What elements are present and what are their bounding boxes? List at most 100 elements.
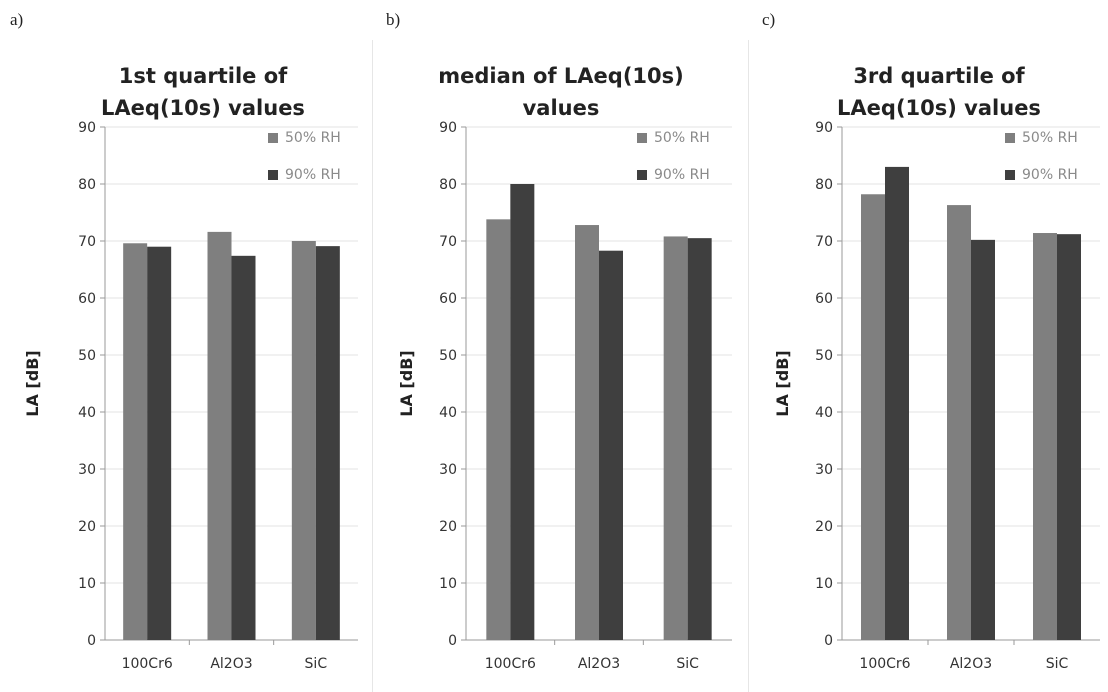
y-tick-label: 30 [78,462,96,478]
y-axis-label: LA [dB] [23,350,42,416]
y-tick-label: 10 [439,576,457,592]
bar-100cr6-series-2 [885,166,909,640]
chart-title-line-2: LAeq(10s) values [101,96,305,120]
bar-al2o3-series-1 [947,205,971,640]
legend-label: 50% RH [285,130,341,146]
x-tick-label: Al2O3 [578,656,620,672]
bar-sic-series-2 [315,246,340,640]
y-axis-label: LA [dB] [773,350,792,416]
bar-al2o3-series-1 [575,225,599,641]
legend-swatch [1005,170,1015,180]
x-tick-label: Al2O3 [950,656,992,672]
y-tick-label: 20 [815,519,833,535]
legend: 50% RH 90% RH [637,128,710,202]
bar-al2o3-series-2 [231,255,256,640]
y-tick-label: 60 [815,291,833,307]
y-tick-label: 10 [78,576,96,592]
legend-item-50rh: 50% RH [637,128,710,148]
plot-area: 0 10 20 30 40 50 60 70 80 90 LA [dB] 100Cr6 Al2O3 SiC [773,120,1100,672]
chart-title-line-2: LAeq(10s) values [837,96,1041,120]
chart-title-line-1: 3rd quartile of [853,64,1025,88]
legend-swatch [268,170,278,180]
x-tick-label: Al2O3 [210,656,252,672]
x-tick-label: SiC [676,656,699,672]
panel-label: c) [762,10,776,29]
y-tick-label: 80 [78,177,96,193]
y-tick-label: 70 [815,234,833,250]
y-axis-label: LA [dB] [397,350,416,416]
y-tick-label: 70 [78,234,96,250]
bar-al2o3-series-2 [971,239,995,641]
x-tick-label: 100Cr6 [485,656,536,672]
y-tick-label: 40 [439,405,457,421]
y-tick-label: 80 [439,177,457,193]
bar-al2o3-series-2 [599,250,623,640]
x-tick-label: SiC [305,656,328,672]
y-tick-label: 90 [439,120,457,136]
bar-sic-series-2 [1057,234,1081,640]
chart-panel-c: c) 3rd quartile of LAeq(10s) values 0 10 2… [752,0,1108,692]
panel-label: a) [10,10,24,29]
y-tick-label: 50 [439,348,457,364]
legend-item-90rh: 90% RH [268,165,341,185]
chart-panel-a: a) 1st quartile of LAeq(10s) values 0 10 2… [0,0,368,692]
plot-area: 0 10 20 30 40 50 60 70 80 90 LA [dB] 100Cr6 Al2O3 SiC [23,120,358,672]
y-tick-label: 70 [439,234,457,250]
legend-swatch [637,170,647,180]
bar-100cr6-series-2 [147,246,172,640]
panel-label: b) [386,10,401,29]
bar-sic-series-1 [291,241,316,640]
y-tick-label: 80 [815,177,833,193]
bar-sic-series-1 [663,236,688,640]
y-tick-label: 30 [439,462,457,478]
y-tick-label: 0 [87,633,96,649]
legend-swatch [1005,133,1015,143]
bar-100cr6-series-2 [510,184,535,640]
y-tick-label: 0 [824,633,833,649]
legend-swatch [268,133,278,143]
panel-divider [748,40,749,692]
x-tick-label: SiC [1046,656,1069,672]
x-tick-label: 100Cr6 [859,656,910,672]
y-tick-label: 30 [815,462,833,478]
legend-item-50rh: 50% RH [1005,128,1078,148]
y-tick-label: 60 [439,291,457,307]
chart-title: median of LAeq(10s) values [436,60,686,124]
chart-title-line-1: 1st quartile of [118,64,288,88]
chart-title: 3rd quartile of LAeq(10s) values [814,60,1064,124]
legend-item-90rh: 90% RH [1005,165,1078,185]
legend-label: 50% RH [1022,130,1078,146]
legend-item-90rh: 90% RH [637,165,710,185]
x-tick-label: 100Cr6 [122,656,173,672]
legend-item-50rh: 50% RH [268,128,341,148]
bar-sic-series-2 [687,238,712,640]
y-tick-label: 40 [815,405,833,421]
bar-100cr6-series-1 [486,219,511,640]
y-tick-label: 10 [815,576,833,592]
y-tick-label: 50 [815,348,833,364]
legend-label: 90% RH [1022,167,1078,183]
legend: 50% RH 90% RH [268,128,341,202]
chart-title-line-1: median of LAeq(10s) [438,64,684,88]
bar-100cr6-series-1 [861,194,885,640]
legend-label: 50% RH [654,130,710,146]
legend-label: 90% RH [654,167,710,183]
chart-panel-b: b) median of LAeq(10s) values 0 10 20 30 40 5… [376,0,744,692]
y-tick-label: 0 [448,633,457,649]
y-tick-label: 60 [78,291,96,307]
y-tick-label: 90 [78,120,96,136]
legend-label: 90% RH [285,167,341,183]
y-tick-label: 50 [78,348,96,364]
plot-area: 0 10 20 30 40 50 60 70 80 90 LA [dB] 100Cr6 Al2O3 SiC [397,120,732,672]
y-tick-label: 90 [815,120,833,136]
bar-sic-series-1 [1033,233,1057,640]
chart-title-line-2: values [522,96,600,120]
bar-al2o3-series-1 [207,231,232,640]
panel-divider [372,40,373,692]
y-tick-label: 20 [439,519,457,535]
bar-100cr6-series-1 [123,243,148,640]
y-tick-label: 40 [78,405,96,421]
legend: 50% RH 90% RH [1005,128,1078,202]
y-tick-label: 20 [78,519,96,535]
legend-swatch [637,133,647,143]
